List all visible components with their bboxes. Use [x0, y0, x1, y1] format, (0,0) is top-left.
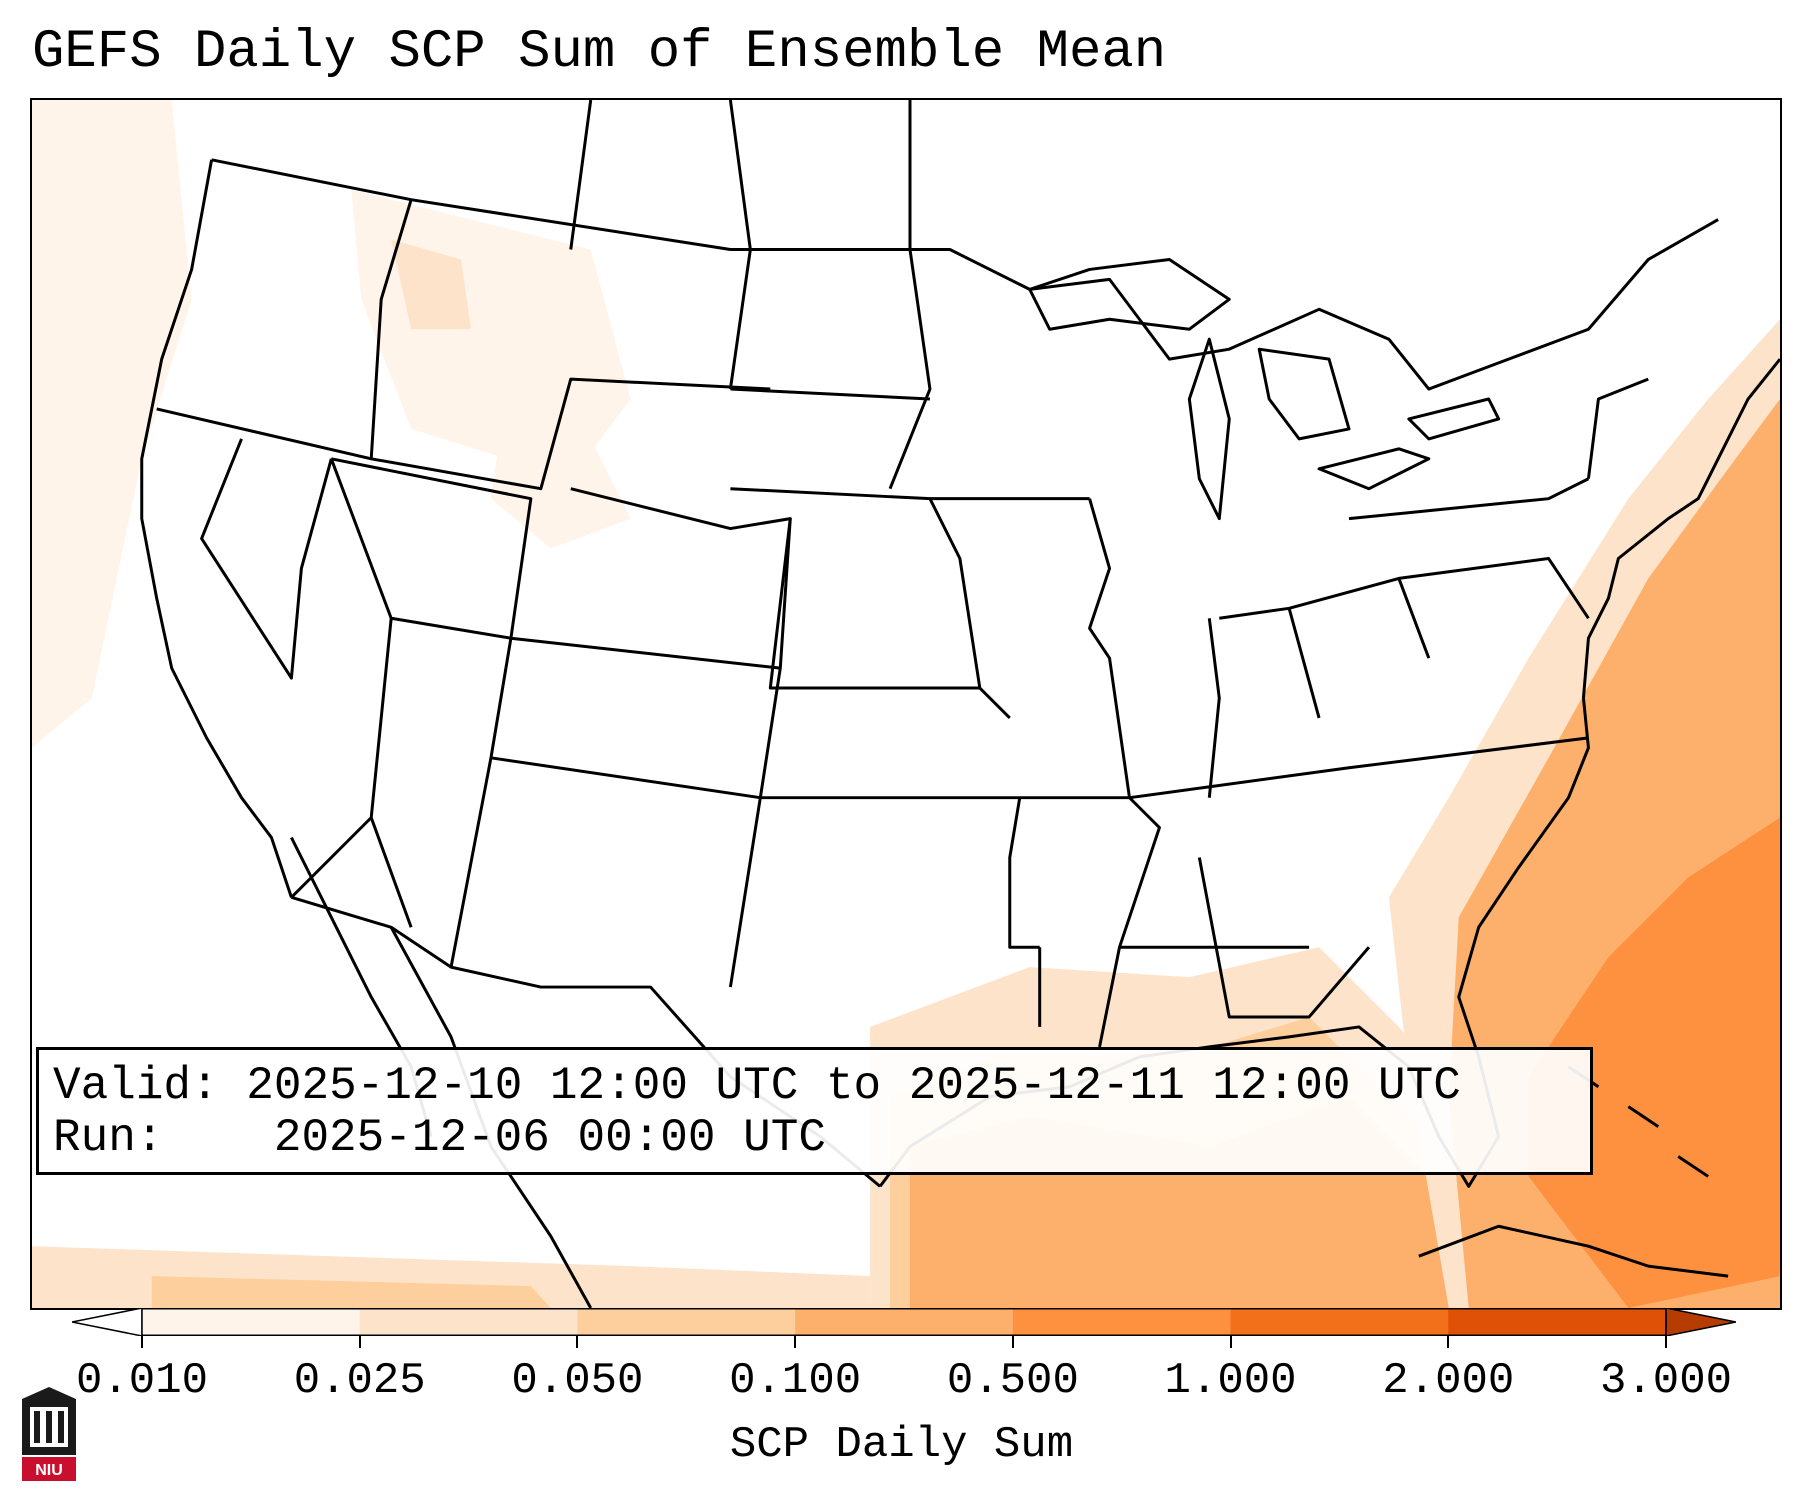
run-label: Run: — [53, 1112, 164, 1164]
shade-idaho — [391, 239, 471, 330]
colorbar-tick-label: 1.000 — [1164, 1356, 1297, 1406]
colorbar-tick-mark — [1447, 1336, 1450, 1348]
colorbar-tick-label: 0.025 — [293, 1356, 426, 1406]
colorbar-tick-mark — [1665, 1336, 1667, 1348]
shade-atlantic-dark — [1528, 817, 1780, 1308]
colorbar-tick-mark — [358, 1336, 361, 1348]
shade-rockies — [351, 189, 631, 479]
cuba — [1418, 1224, 1729, 1278]
west-coast — [140, 159, 293, 898]
colorbar-tick-label: 2.000 — [1382, 1356, 1515, 1406]
page-title: GEFS Daily SCP Sum of Ensemble Mean — [32, 22, 1167, 83]
state-lines-west — [156, 100, 912, 988]
colorbar-outline — [141, 1308, 1667, 1336]
valid-time-line: Valid: 2025-12-10 12:00 UTC to 2025-12-1… — [53, 1060, 1461, 1112]
colorbar-tick-mark — [141, 1336, 143, 1348]
colorbar — [72, 1308, 1736, 1336]
shade-northwest — [32, 100, 192, 748]
colorbar-tick-label: 0.500 — [946, 1356, 1079, 1406]
lake-erie-ontario — [1317, 397, 1501, 491]
validity-info-box: Valid: 2025-12-10 12:00 UTC to 2025-12-1… — [36, 1047, 1593, 1175]
colorbar-extend-low — [72, 1308, 143, 1336]
state-lines-central — [730, 249, 1649, 1048]
colorbar-tick-label: 0.010 — [75, 1356, 209, 1406]
shade-south-strip-2 — [151, 1276, 551, 1308]
colorbar-tick-mark — [1229, 1336, 1232, 1348]
colorbar-tick-mark — [576, 1336, 579, 1348]
colorbar-tick-label: 0.100 — [729, 1356, 862, 1406]
colorbar-segment — [1230, 1308, 1449, 1336]
colorbar-label: SCP Daily Sum — [729, 1420, 1074, 1470]
colorbar-segment — [142, 1308, 361, 1336]
us-canada-border — [211, 158, 1719, 391]
colorbar-segment — [1012, 1308, 1232, 1336]
lake-huron — [1257, 347, 1351, 441]
lake-michigan — [1187, 337, 1231, 521]
run-value: 2025-12-06 00:00 UTC — [273, 1112, 826, 1164]
colorbar-tick-mark — [794, 1336, 797, 1348]
colorbar-segment — [359, 1308, 578, 1336]
colorbar-segment — [577, 1308, 796, 1336]
run-time-line: Run: 2025-12-06 00:00 UTC — [53, 1112, 826, 1164]
valid-label: Valid: — [53, 1060, 219, 1112]
shade-wyoming — [490, 428, 631, 549]
valid-value: 2025-12-10 12:00 UTC to 2025-12-11 12:00… — [246, 1060, 1461, 1112]
niu-logo: NIU — [22, 1387, 76, 1481]
lake-superior — [1028, 257, 1231, 331]
colorbar-tick-mark — [1011, 1336, 1014, 1348]
east-coast — [1581, 358, 1780, 699]
colorbar-tick-label: 3.000 — [1599, 1356, 1733, 1406]
colorbar-segment — [1448, 1308, 1667, 1336]
logo-text: NIU — [35, 1462, 63, 1479]
colorbar-extend-high — [1665, 1308, 1736, 1336]
colorbar-tick-label: 0.050 — [511, 1356, 644, 1406]
colorbar-segment — [795, 1308, 1014, 1336]
